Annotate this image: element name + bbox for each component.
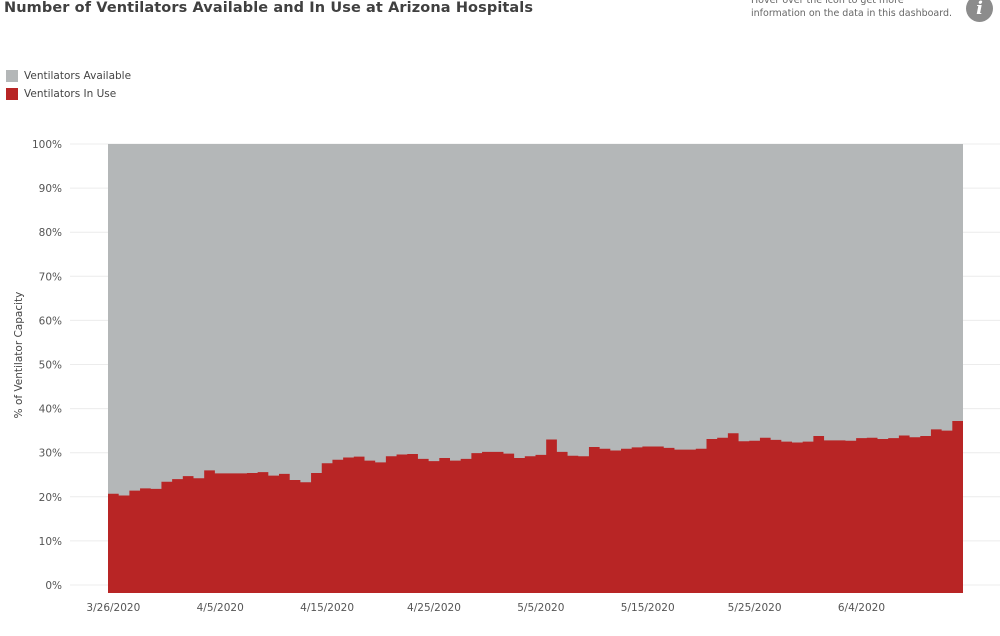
y-tick-label: 30%: [39, 448, 62, 460]
y-tick-label: 10%: [39, 536, 62, 548]
y-tick-label: 40%: [39, 404, 62, 416]
info-icon[interactable]: i: [966, 0, 993, 22]
y-tick-label: 0%: [45, 580, 62, 592]
x-tick-label: 5/15/2020: [621, 602, 675, 614]
x-tick-label: 4/15/2020: [300, 602, 354, 614]
x-tick-label: 5/5/2020: [517, 602, 564, 614]
x-tick-label: 3/26/2020: [86, 602, 140, 614]
y-tick-label: 80%: [39, 227, 62, 239]
y-tick-label: 60%: [39, 315, 62, 327]
y-tick-label: 90%: [39, 183, 62, 195]
x-tick-label: 4/5/2020: [197, 602, 244, 614]
legend-item-available[interactable]: Ventilators Available: [6, 67, 131, 85]
y-tick-label: 100%: [32, 139, 62, 151]
chart-legend: Ventilators Available Ventilators In Use: [6, 67, 131, 103]
dashboard-title: Number of Ventilators Available and In U…: [4, 0, 534, 16]
y-axis-label: % of Ventilator Capacity: [13, 292, 25, 419]
legend-label-in-use: Ventilators In Use: [24, 88, 117, 100]
y-tick-label: 70%: [39, 271, 62, 283]
legend-label-available: Ventilators Available: [24, 70, 132, 82]
info-hint-text: Hover over the icon to get more informat…: [751, 0, 953, 19]
in-use-area: [108, 420, 963, 593]
legend-swatch-in-use: [6, 88, 18, 100]
y-tick-label: 50%: [39, 360, 62, 372]
x-tick-label: 5/25/2020: [728, 602, 782, 614]
x-tick-label: 6/4/2020: [838, 602, 885, 614]
x-tick-label: 4/25/2020: [407, 602, 461, 614]
legend-swatch-available: [6, 70, 18, 82]
y-tick-label: 20%: [39, 492, 62, 504]
legend-item-in-use[interactable]: Ventilators In Use: [6, 85, 131, 103]
